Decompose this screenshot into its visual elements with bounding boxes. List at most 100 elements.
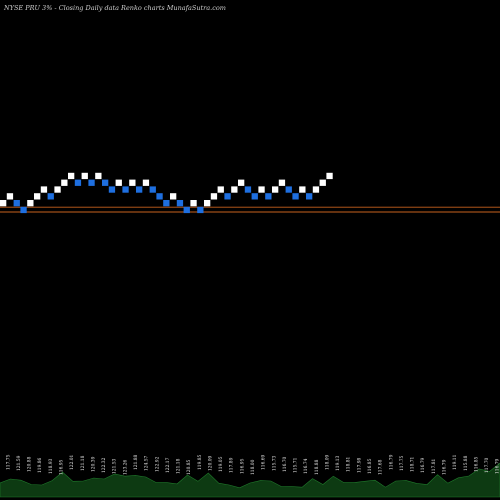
chart-title: NYSE PRU 3% - Closing Daily data Renko c…: [3, 4, 226, 12]
up-brick: [312, 186, 320, 193]
volume-label: 116.85: [474, 456, 479, 472]
volume-label: 122.32: [102, 457, 107, 473]
volume-label: 119.86: [38, 457, 43, 473]
up-brick: [54, 186, 61, 193]
down-brick: [20, 206, 27, 214]
volume-label: 118.00: [251, 459, 256, 475]
volume-label: 116.95: [60, 459, 65, 475]
volume-label: 117.70: [485, 457, 490, 473]
down-brick: [292, 193, 299, 200]
up-brick: [115, 179, 122, 186]
volume-label: 122.01: [70, 454, 75, 470]
down-brick: [163, 200, 170, 207]
volume-label: 120.85: [187, 459, 192, 475]
up-brick: [258, 186, 265, 193]
volume-label: 118.93: [49, 458, 54, 474]
up-brick: [68, 172, 75, 180]
down-brick: [306, 193, 313, 200]
down-brick: [149, 186, 156, 193]
up-brick: [34, 193, 41, 200]
volume-label: 117.89: [230, 457, 235, 473]
up-brick: [319, 179, 326, 186]
up-brick: [142, 179, 150, 186]
volume-label: 119.13: [336, 455, 341, 471]
down-brick: [156, 193, 163, 200]
volume-label: 117.98: [357, 457, 362, 473]
down-brick: [251, 193, 258, 200]
volume-label: 121.18: [177, 458, 182, 474]
volume-area-path: [0, 462, 500, 498]
down-brick: [176, 200, 184, 207]
down-brick: [183, 206, 190, 214]
up-brick: [40, 186, 48, 193]
up-brick: [217, 186, 224, 193]
down-brick: [13, 200, 20, 207]
volume-label: 121.53: [113, 458, 118, 474]
down-brick: [88, 179, 95, 186]
volume-label: 117.75: [6, 454, 11, 470]
volume-label: 117.75: [400, 455, 405, 471]
volume-label: 116.95: [240, 458, 245, 474]
volume-label: 124.57: [145, 455, 150, 471]
up-brick: [190, 200, 197, 207]
down-brick: [108, 186, 116, 193]
up-brick: [210, 193, 218, 200]
up-brick: [61, 179, 68, 186]
volume-label: 116.79: [496, 458, 500, 474]
volume-label: 118.71: [411, 456, 416, 472]
volume-label: 118.88: [315, 459, 320, 475]
down-brick: [224, 193, 231, 200]
volume-label: 115.71: [294, 457, 299, 473]
volume-label: 120.09: [208, 455, 213, 471]
down-brick: [102, 179, 109, 186]
down-brick: [47, 193, 54, 200]
volume-label: 120.88: [28, 456, 33, 472]
up-brick: [231, 186, 238, 193]
up-brick: [95, 172, 102, 180]
volume-labels: 117.75 121.59 120.88 119.86 118.93 116.95 122.…: [6, 454, 500, 475]
volume-label: 117.81: [432, 458, 437, 474]
volume-label: 122.17: [166, 457, 171, 473]
up-brick: [278, 179, 286, 186]
volume-label: 121.59: [17, 455, 22, 471]
volume-label: 119.11: [453, 454, 458, 470]
volume-label: 123.26: [123, 459, 128, 475]
volume-label: 116.69: [262, 454, 267, 470]
volume-label: 120.39: [91, 456, 96, 472]
volume-label: 118.09: [325, 454, 330, 470]
up-brick: [170, 193, 177, 200]
volume-label: 115.88: [464, 455, 469, 471]
reference-lines: [0, 206, 500, 213]
up-brick: [6, 193, 14, 200]
up-brick: [272, 186, 279, 193]
volume-label: 116.79: [442, 459, 447, 475]
volume-label: 117.68: [379, 459, 384, 475]
volume-label: 122.92: [155, 456, 160, 472]
down-brick: [285, 186, 292, 193]
down-brick: [122, 186, 129, 193]
volume-label: 116.70: [283, 456, 288, 472]
down-brick: [265, 193, 272, 200]
down-brick: [74, 179, 82, 186]
renko-bricks: [0, 172, 333, 214]
volume-area: [0, 462, 500, 498]
down-brick: [136, 186, 143, 193]
volume-label: 116.74: [304, 458, 309, 474]
up-brick: [81, 172, 88, 180]
volume-label: 116.79: [389, 454, 394, 470]
volume-label: 121.18: [81, 455, 86, 471]
volume-label: 116.85: [368, 458, 373, 474]
volume-label: 121.88: [134, 454, 139, 470]
up-brick: [204, 200, 211, 207]
up-brick: [0, 200, 7, 207]
volume-label: 119.85: [198, 454, 203, 470]
volume-label: 119.05: [219, 456, 224, 472]
up-brick: [238, 179, 245, 186]
up-brick: [27, 200, 34, 207]
down-brick: [244, 186, 252, 193]
up-brick: [129, 179, 136, 186]
up-brick: [299, 186, 306, 193]
up-brick: [326, 172, 333, 180]
down-brick: [197, 206, 204, 214]
